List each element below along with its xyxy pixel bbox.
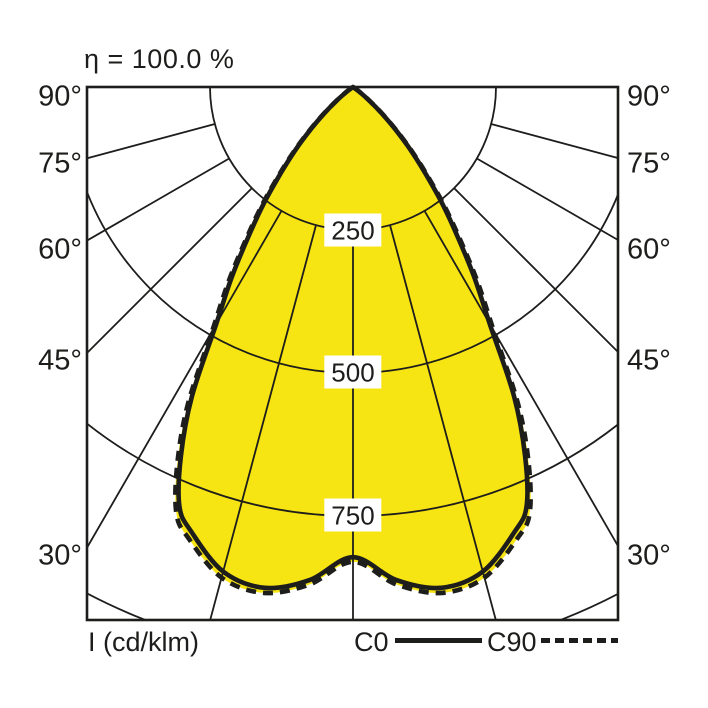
radial-tick-500: 500 — [324, 355, 382, 389]
angle-tick-right-90: 90° — [627, 80, 671, 113]
angle-tick-left-90: 90° — [38, 80, 82, 113]
distribution-curves — [173, 84, 533, 596]
radial-tick-750: 750 — [324, 498, 382, 532]
c90-curve — [173, 84, 533, 596]
legend-c90-label: C90 — [487, 627, 537, 657]
legend-c90-line-sample — [541, 638, 618, 643]
unit-axis-label: I (cd/klm) — [88, 627, 199, 657]
radial-tick-250: 250 — [324, 213, 382, 247]
angle-tick-right-60: 60° — [627, 233, 671, 266]
legend-c0-label: C0 — [354, 627, 389, 657]
angle-tick-left-75: 75° — [38, 147, 82, 180]
angle-tick-left-30: 30° — [38, 539, 82, 572]
diagram-frame — [85, 85, 620, 622]
angle-tick-left-60: 60° — [38, 233, 82, 266]
angle-tick-left-45: 45° — [38, 344, 82, 377]
legend-c0-line-sample — [395, 638, 482, 643]
angle-tick-right-45: 45° — [627, 344, 671, 377]
efficiency-title: η = 100.0 % — [84, 44, 235, 74]
angle-tick-right-75: 75° — [627, 147, 671, 180]
angle-tick-right-30: 30° — [627, 539, 671, 572]
